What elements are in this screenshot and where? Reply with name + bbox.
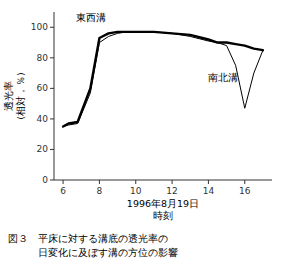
annotation: 南北溝 bbox=[208, 72, 238, 83]
y-tick-label: 40 bbox=[37, 114, 49, 124]
y-tick bbox=[50, 180, 54, 181]
x-tick-label: 10 bbox=[130, 186, 142, 196]
x-tick-label: 6 bbox=[60, 186, 66, 196]
y-axis bbox=[54, 12, 55, 180]
x-axis-label: 1996年8月19日 bbox=[127, 198, 199, 209]
y-axis-label: (相対，％) bbox=[15, 72, 26, 119]
y-tick-label: 20 bbox=[37, 144, 49, 154]
caption: 図３ 平床に対する溝底の透光率の bbox=[8, 233, 168, 244]
x-tick bbox=[63, 180, 64, 184]
x-axis bbox=[54, 180, 272, 181]
annotation: 東西溝 bbox=[76, 12, 106, 23]
x-tick-label: 8 bbox=[97, 186, 103, 196]
x-tick-label: 12 bbox=[166, 186, 177, 196]
x-tick bbox=[99, 180, 100, 184]
chart: 6 8 10 12 14 16 0 20 40 60 80 100 1996年8月19日時刻 透光率(相対… bbox=[0, 0, 283, 278]
plot-area bbox=[63, 32, 263, 127]
x-tick bbox=[135, 180, 136, 184]
y-tick-label: 60 bbox=[37, 83, 49, 93]
y-tick bbox=[50, 88, 54, 89]
x-axis-label: 時刻 bbox=[153, 210, 173, 221]
y-tick-label: 100 bbox=[31, 22, 48, 32]
y-axis-label: 透光率 bbox=[3, 81, 14, 111]
y-tick bbox=[50, 118, 54, 119]
y-tick bbox=[50, 57, 54, 58]
series-line bbox=[63, 32, 263, 127]
x-tick bbox=[244, 180, 245, 184]
series-line bbox=[63, 32, 263, 127]
x-tick-label: 14 bbox=[203, 186, 215, 196]
x-tick-label: 16 bbox=[239, 186, 251, 196]
y-tick-label: 80 bbox=[37, 53, 49, 63]
x-tick bbox=[208, 180, 209, 184]
y-tick bbox=[50, 149, 54, 150]
caption: 日変化に及ぼす溝の方位の影響 bbox=[8, 247, 178, 258]
y-tick-label: 0 bbox=[42, 175, 48, 185]
x-tick bbox=[172, 180, 173, 184]
y-tick bbox=[50, 27, 54, 28]
